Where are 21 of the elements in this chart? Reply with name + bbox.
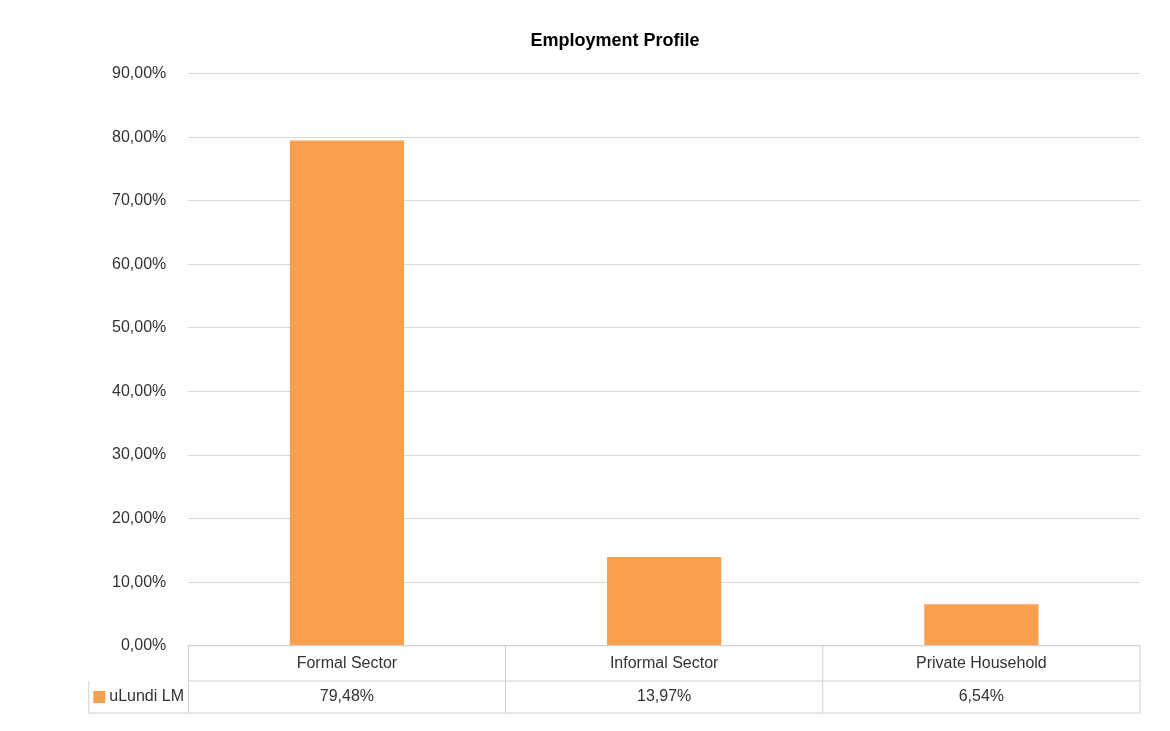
x-tick-label: Formal Sector (296, 653, 398, 671)
y-tick-label: 50,00% (112, 318, 167, 336)
y-tick-label: 70,00% (112, 191, 167, 209)
y-tick-label: 80,00% (112, 127, 167, 145)
x-tick-label: Informal Sector (609, 653, 720, 671)
y-tick-label: 30,00% (112, 445, 167, 463)
x-tick-label: Private Household (916, 653, 1047, 671)
data-label: 13,97% (637, 687, 692, 705)
legend-label: uLundi LM (109, 687, 184, 705)
data-label: 79,48% (319, 687, 375, 705)
y-tick-label: 0,00% (120, 636, 167, 654)
y-tick-label: 60,00% (112, 254, 167, 272)
bar (607, 556, 722, 646)
y-tick-label: 20,00% (112, 509, 167, 527)
y-tick-label: 90,00% (112, 64, 167, 82)
data-label: 6,54% (958, 687, 1005, 705)
y-tick-label: 10,00% (112, 572, 167, 590)
bar (924, 604, 1039, 646)
chart-title: Employment Profile (530, 29, 700, 50)
y-tick-label: 40,00% (112, 381, 167, 399)
bar (289, 140, 404, 646)
